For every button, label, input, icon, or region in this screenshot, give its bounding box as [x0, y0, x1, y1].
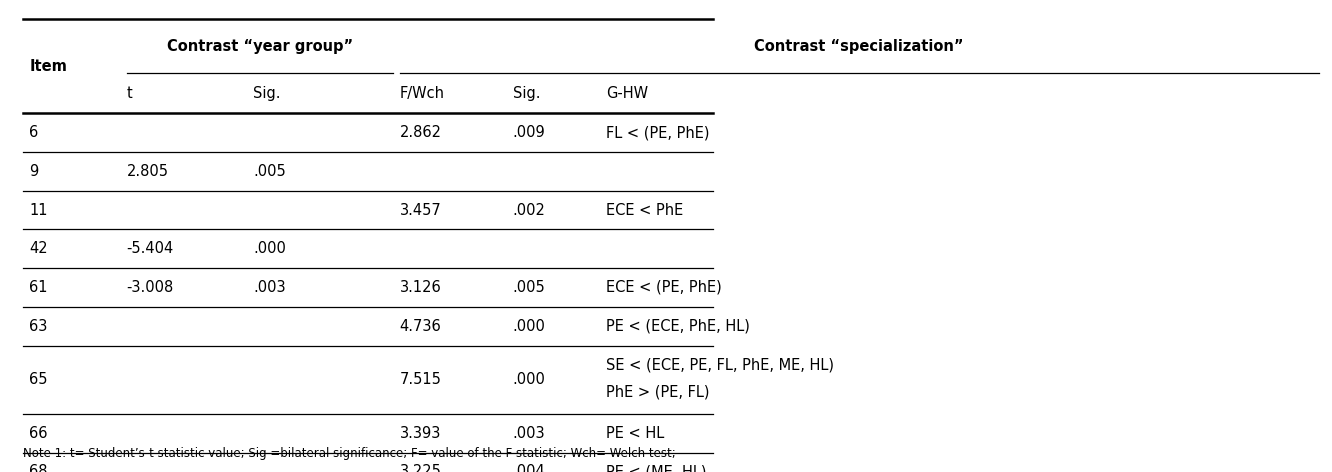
- Text: Note 1: t= Student’s-t statistic value; Sig =bilateral significance; F= value of: Note 1: t= Student’s-t statistic value; …: [23, 447, 675, 460]
- Text: PE < (ME, HL): PE < (ME, HL): [606, 464, 706, 472]
- Text: t: t: [127, 86, 132, 101]
- Text: PE < HL: PE < HL: [606, 426, 665, 441]
- Text: Sig.: Sig.: [513, 86, 541, 101]
- Text: .005: .005: [513, 280, 546, 295]
- Text: 4.736: 4.736: [400, 319, 441, 334]
- Text: 9: 9: [29, 164, 39, 179]
- Text: 42: 42: [29, 241, 48, 256]
- Text: G-HW: G-HW: [606, 86, 649, 101]
- Text: .000: .000: [513, 372, 546, 387]
- Text: Contrast “specialization”: Contrast “specialization”: [754, 39, 964, 53]
- Text: 2.862: 2.862: [400, 125, 442, 140]
- Text: .002: .002: [513, 202, 546, 218]
- Text: .004: .004: [513, 464, 546, 472]
- Text: ECE < PhE: ECE < PhE: [606, 202, 683, 218]
- Text: 6: 6: [29, 125, 39, 140]
- Text: 11: 11: [29, 202, 48, 218]
- Text: PE < (ECE, PhE, HL): PE < (ECE, PhE, HL): [606, 319, 750, 334]
- Text: .003: .003: [253, 280, 285, 295]
- Text: -5.404: -5.404: [127, 241, 173, 256]
- Text: .005: .005: [253, 164, 286, 179]
- Text: .000: .000: [513, 319, 546, 334]
- Text: 3.225: 3.225: [400, 464, 441, 472]
- Text: SE < (ECE, PE, FL, PhE, ME, HL): SE < (ECE, PE, FL, PhE, ME, HL): [606, 357, 834, 372]
- Text: 68: 68: [29, 464, 48, 472]
- Text: PhE > (PE, FL): PhE > (PE, FL): [606, 385, 710, 399]
- Text: -3.008: -3.008: [127, 280, 173, 295]
- Text: .009: .009: [513, 125, 546, 140]
- Text: 7.515: 7.515: [400, 372, 441, 387]
- Text: 63: 63: [29, 319, 48, 334]
- Text: F/Wch: F/Wch: [400, 86, 445, 101]
- Text: Contrast “year group”: Contrast “year group”: [166, 39, 353, 53]
- Text: Sig.: Sig.: [253, 86, 281, 101]
- Text: 3.126: 3.126: [400, 280, 441, 295]
- Text: FL < (PE, PhE): FL < (PE, PhE): [606, 125, 710, 140]
- Text: 65: 65: [29, 372, 48, 387]
- Text: 2.805: 2.805: [127, 164, 169, 179]
- Text: ECE < (PE, PhE): ECE < (PE, PhE): [606, 280, 722, 295]
- Text: 61: 61: [29, 280, 48, 295]
- Text: .000: .000: [253, 241, 286, 256]
- Text: 3.393: 3.393: [400, 426, 441, 441]
- Text: 3.457: 3.457: [400, 202, 441, 218]
- Text: .003: .003: [513, 426, 545, 441]
- Text: Item: Item: [29, 59, 67, 74]
- Text: 66: 66: [29, 426, 48, 441]
